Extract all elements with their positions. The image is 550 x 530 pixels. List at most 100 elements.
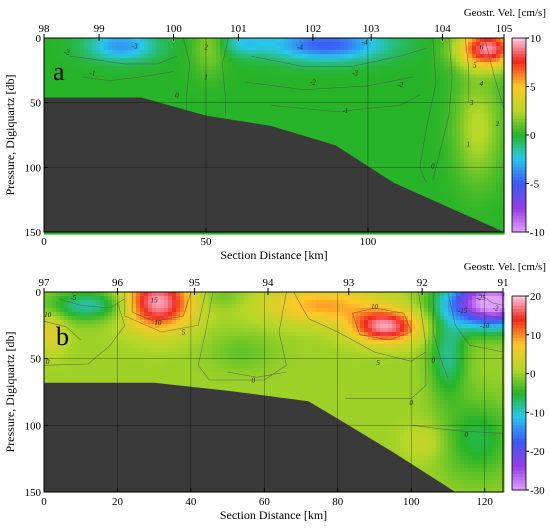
contour-label: 10 xyxy=(44,311,52,319)
colorbar-tick-label: -30 xyxy=(530,485,545,497)
contour-line-13 xyxy=(477,291,504,306)
colorbar-swatch xyxy=(512,122,526,126)
seafloor xyxy=(44,97,504,232)
colorbar-swatch xyxy=(512,215,526,220)
contour-label: 10 xyxy=(154,319,162,327)
colorbar-swatch xyxy=(512,318,526,323)
contour-label: -5 xyxy=(70,294,76,302)
colorbar-swatch xyxy=(512,467,526,472)
contour-line-2 xyxy=(69,55,177,65)
contour-line-12 xyxy=(455,291,504,319)
colorbar-swatch xyxy=(512,341,526,346)
y-tick-label: 50 xyxy=(30,98,42,110)
contour-line-9 xyxy=(345,291,427,399)
contour-label: 4 xyxy=(480,80,484,88)
contour-label: 0 xyxy=(465,431,469,439)
colorbar-swatch xyxy=(512,338,526,342)
colorbar-swatch xyxy=(512,164,526,168)
contour-line-7 xyxy=(293,291,427,362)
colorbar-swatch xyxy=(512,299,526,304)
colorbar-swatch xyxy=(512,105,526,110)
colorbar-tick-label: -20 xyxy=(530,446,545,458)
contour-line-4 xyxy=(124,291,206,333)
contour-label: 0 xyxy=(409,399,413,407)
grid xyxy=(44,292,503,492)
colorbar-swatch xyxy=(512,370,526,375)
y-tick-label: 100 xyxy=(25,420,42,432)
y-axis-title: Pressure, Digiquartz [db] xyxy=(3,75,17,196)
colorbar-swatch xyxy=(512,41,526,46)
colorbar-swatch xyxy=(512,334,526,339)
colorbar-swatch xyxy=(512,83,526,88)
colorbar-swatch xyxy=(512,186,526,191)
colorbar-swatch xyxy=(512,447,526,452)
contour-label: -3 xyxy=(352,69,358,77)
colorbar-swatch xyxy=(512,480,526,485)
colorbar-swatch xyxy=(512,389,526,394)
colorbar-frame xyxy=(511,295,527,491)
colorbar-swatch xyxy=(512,209,526,214)
x-axis: 0 50 100 xyxy=(41,228,377,248)
contour-label: 15 xyxy=(151,297,159,305)
colorbar-swatch xyxy=(512,80,526,84)
contour-label: 0 xyxy=(175,91,179,99)
contour-line-3 xyxy=(82,71,174,82)
contour-label: -2 xyxy=(397,81,403,89)
station-label: 98 xyxy=(39,23,51,35)
station-label: 97 xyxy=(39,277,51,289)
colorbar-tick-label: 5 xyxy=(530,82,536,94)
colorbar-swatch xyxy=(512,135,526,139)
colorbar-swatch xyxy=(512,76,526,81)
colorbar-swatch xyxy=(512,325,526,329)
y-tick-label: 150 xyxy=(25,227,42,239)
station-label: 100 xyxy=(165,23,182,35)
colorbar-swatch xyxy=(512,305,526,310)
colorbar-swatch xyxy=(512,138,526,143)
station-label: 101 xyxy=(230,23,247,35)
colorbar-swatch xyxy=(512,386,526,391)
colorbar-swatch xyxy=(512,312,526,316)
station-label: 94 xyxy=(262,277,274,289)
colorbar-swatch xyxy=(512,131,526,136)
x-tick-label: 60 xyxy=(259,496,271,508)
colorbar-swatch xyxy=(512,422,526,426)
colorbar-swatch xyxy=(512,412,526,417)
y-tick-label: 100 xyxy=(25,162,42,174)
colorbar-swatch xyxy=(512,167,526,172)
colorbar-swatch xyxy=(512,315,526,320)
colorbar-tick-label: 0 xyxy=(530,369,536,381)
contour-line-7 xyxy=(419,37,437,184)
x-tick-label: 0 xyxy=(41,236,47,248)
colorbar-swatch xyxy=(512,67,526,71)
x-tick-label: 20 xyxy=(112,496,124,508)
plot-frame xyxy=(43,291,504,493)
colorbar-swatch xyxy=(512,451,526,456)
colorbar-swatch xyxy=(512,50,526,55)
colorbar-swatch xyxy=(512,454,526,459)
contour-line-2 xyxy=(43,302,126,366)
colorbar-swatch xyxy=(512,189,526,194)
colorbar-title: Geostr. Vel. [cm/s] xyxy=(464,261,546,273)
contour-lines xyxy=(43,291,504,434)
colorbar-swatch xyxy=(512,57,526,62)
contour-line-3 xyxy=(131,291,192,322)
colorbar-swatch xyxy=(512,96,526,101)
colorbar-swatch xyxy=(512,60,526,65)
contour-line-4 xyxy=(251,48,427,67)
colorbar-swatch xyxy=(512,354,526,359)
contour-line-14 xyxy=(411,425,504,434)
station-label: 93 xyxy=(343,277,355,289)
contour-label: 1 xyxy=(204,73,208,81)
contour-label: 10 xyxy=(371,303,379,311)
colorbar-swatch xyxy=(512,441,526,446)
colorbar-swatch xyxy=(512,173,526,178)
colorbar-swatch xyxy=(512,54,526,58)
contour-line-1 xyxy=(221,37,229,116)
colorbar-swatch xyxy=(512,183,526,188)
contour-line-5 xyxy=(244,76,414,91)
colorbar-swatch xyxy=(512,147,526,152)
contour-label: 5 xyxy=(376,359,380,367)
contour-label: -1 xyxy=(90,69,96,77)
